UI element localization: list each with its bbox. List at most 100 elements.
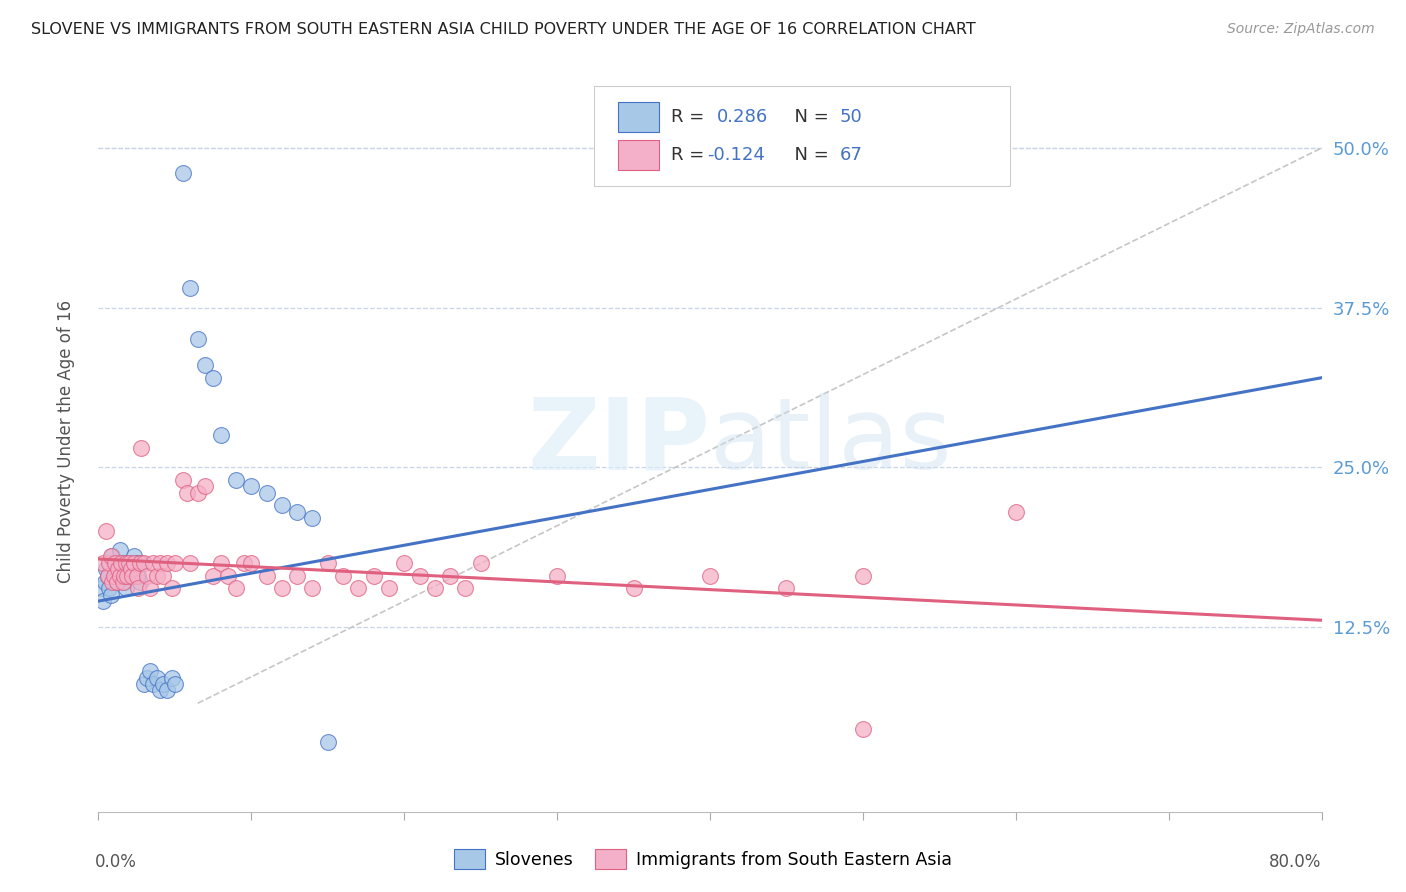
- Point: [91, 556, 114, 570]
- Point: [152, 677, 174, 691]
- Y-axis label: Child Poverty Under the Age of 16: Child Poverty Under the Age of 16: [56, 300, 75, 583]
- Point: [125, 568, 148, 582]
- Point: [139, 665, 162, 679]
- Point: [118, 556, 141, 570]
- Point: [332, 568, 354, 582]
- Point: [217, 568, 239, 582]
- Point: [121, 568, 143, 582]
- Point: [100, 588, 122, 602]
- Point: [134, 677, 156, 691]
- Point: [363, 568, 385, 582]
- Point: [125, 556, 148, 570]
- Point: [104, 568, 127, 582]
- Point: [120, 562, 142, 576]
- Point: [301, 582, 323, 596]
- FancyBboxPatch shape: [619, 103, 658, 132]
- Point: [145, 568, 167, 582]
- Point: [117, 568, 139, 582]
- Point: [546, 568, 568, 582]
- Point: [202, 568, 225, 582]
- Point: [454, 582, 477, 596]
- Point: [142, 556, 165, 570]
- FancyBboxPatch shape: [593, 87, 1010, 186]
- Point: [160, 671, 183, 685]
- Point: [112, 574, 135, 589]
- Point: [108, 568, 131, 582]
- Point: [122, 549, 145, 564]
- Point: [122, 556, 145, 570]
- Point: [101, 574, 124, 589]
- Point: [209, 556, 232, 570]
- Point: [129, 556, 152, 570]
- Point: [145, 671, 167, 685]
- Point: [194, 358, 217, 372]
- Point: [128, 574, 150, 589]
- Point: [100, 549, 122, 564]
- Point: [163, 556, 186, 570]
- Point: [187, 333, 209, 347]
- Point: [101, 549, 124, 564]
- Point: [176, 485, 198, 500]
- Point: [120, 568, 142, 582]
- Text: N =: N =: [783, 146, 835, 164]
- Point: [240, 556, 263, 570]
- Point: [142, 677, 165, 691]
- Point: [107, 556, 129, 570]
- Point: [240, 479, 263, 493]
- Point: [108, 543, 131, 558]
- Text: ZIP: ZIP: [527, 393, 710, 490]
- Text: 50: 50: [839, 108, 862, 127]
- Point: [1004, 505, 1026, 519]
- Point: [112, 568, 135, 582]
- FancyBboxPatch shape: [619, 140, 658, 169]
- Point: [156, 683, 179, 698]
- Point: [103, 568, 125, 582]
- Point: [172, 473, 194, 487]
- Point: [256, 568, 278, 582]
- Point: [225, 473, 247, 487]
- Point: [111, 574, 134, 589]
- Point: [91, 594, 114, 608]
- Text: R =: R =: [671, 146, 710, 164]
- Point: [699, 568, 721, 582]
- Text: 0.286: 0.286: [717, 108, 769, 127]
- Point: [209, 428, 232, 442]
- Point: [179, 281, 201, 295]
- Point: [316, 734, 339, 748]
- Text: 80.0%: 80.0%: [1270, 853, 1322, 871]
- Point: [105, 574, 128, 589]
- Point: [270, 499, 292, 513]
- Text: SLOVENE VS IMMIGRANTS FROM SOUTH EASTERN ASIA CHILD POVERTY UNDER THE AGE OF 16 : SLOVENE VS IMMIGRANTS FROM SOUTH EASTERN…: [31, 22, 976, 37]
- Point: [97, 568, 120, 582]
- Point: [136, 568, 159, 582]
- Point: [115, 582, 138, 596]
- Point: [852, 722, 875, 736]
- Point: [152, 568, 174, 582]
- Point: [285, 568, 308, 582]
- Point: [124, 562, 146, 576]
- Point: [160, 582, 183, 596]
- Point: [378, 582, 401, 596]
- Legend: Slovenes, Immigrants from South Eastern Asia: Slovenes, Immigrants from South Eastern …: [447, 842, 959, 876]
- Point: [121, 556, 143, 570]
- Point: [392, 556, 416, 570]
- Point: [98, 556, 121, 570]
- Point: [97, 568, 120, 582]
- Point: [347, 582, 370, 596]
- Point: [149, 556, 172, 570]
- Point: [115, 556, 138, 570]
- Text: atlas: atlas: [710, 393, 952, 490]
- Point: [90, 582, 112, 596]
- Point: [225, 582, 247, 596]
- Point: [156, 556, 179, 570]
- Point: [179, 556, 201, 570]
- Point: [127, 582, 149, 596]
- Point: [128, 556, 150, 570]
- Text: Source: ZipAtlas.com: Source: ZipAtlas.com: [1227, 22, 1375, 37]
- Point: [149, 683, 172, 698]
- Point: [256, 485, 278, 500]
- Point: [105, 574, 128, 589]
- Text: 67: 67: [839, 146, 862, 164]
- Point: [316, 556, 339, 570]
- Point: [270, 582, 292, 596]
